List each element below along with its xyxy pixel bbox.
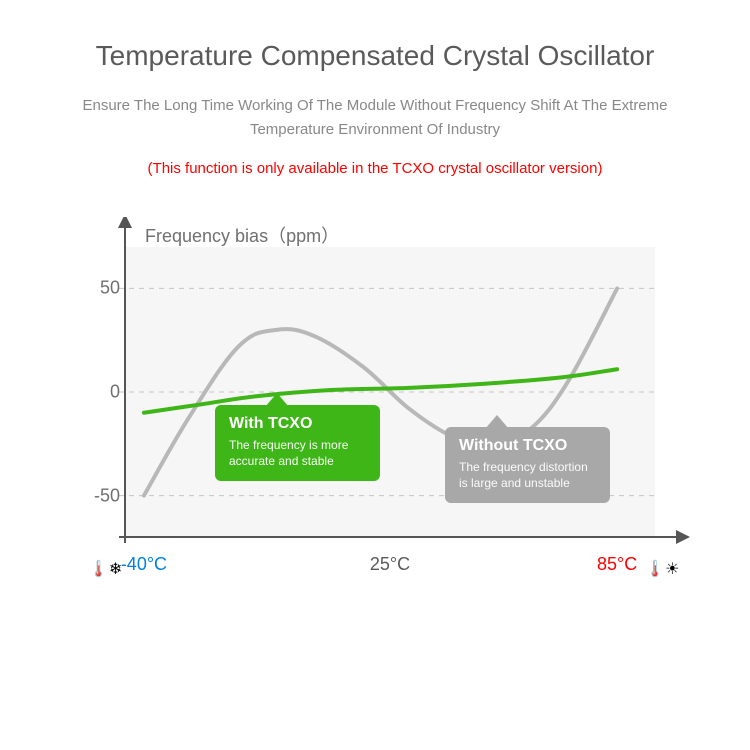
callout-desc: The frequency distortion is large and un… — [459, 459, 596, 491]
x-tick-label: 85°C — [597, 554, 637, 575]
note: (This function is only available in the … — [35, 160, 715, 177]
with_tcxo_callout: With TCXO The frequency is more accurate … — [215, 405, 380, 481]
chart-svg — [55, 217, 695, 577]
chart: Frequency bias（ppm） 50 0 -50 -40°C🌡️❄ 25°C 85… — [55, 217, 695, 597]
callout-title: With TCXO — [229, 415, 366, 433]
y-tick-label: -50 — [85, 485, 120, 506]
thermometer-hot-icon: 🌡️☀ — [645, 559, 679, 579]
y-axis-label: Frequency bias（ppm） — [145, 222, 339, 248]
page-title: Temperature Compensated Crystal Oscillat… — [35, 40, 715, 72]
callout-desc: The frequency is more accurate and stabl… — [229, 437, 366, 469]
y-tick-label: 0 — [85, 382, 120, 403]
x-tick-label: 25°C — [370, 554, 410, 575]
without_tcxo_callout: Without TCXO The frequency distortion is … — [445, 427, 610, 503]
subtitle: Ensure The Long Time Working Of The Modu… — [35, 94, 715, 142]
callout-title: Without TCXO — [459, 437, 596, 455]
x-tick-label: -40°C — [121, 554, 167, 575]
thermometer-cold-icon: 🌡️❄ — [89, 559, 122, 579]
y-tick-label: 50 — [85, 278, 120, 299]
